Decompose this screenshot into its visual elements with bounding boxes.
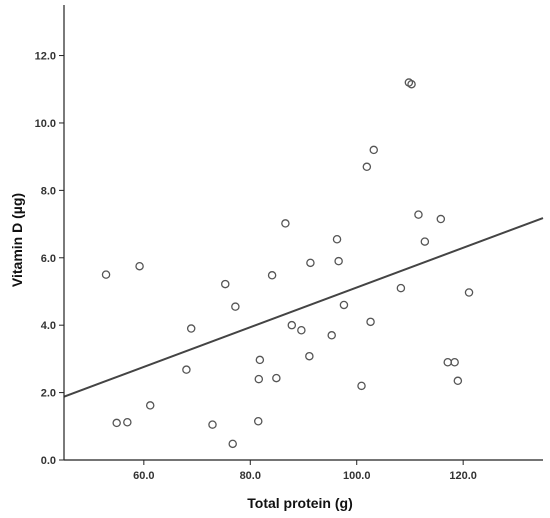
data-point xyxy=(464,288,474,297)
data-point xyxy=(332,234,342,244)
tick-labels: 0.0 2.0 4.0 6.0 8.0 10.0 12.0 60.0 80.0 100.0 120.… xyxy=(35,51,477,482)
axes xyxy=(59,5,543,465)
y-tick-label: 12.0 xyxy=(35,51,56,63)
y-tick-label: 8.0 xyxy=(41,185,56,197)
data-point xyxy=(145,401,155,410)
data-point xyxy=(231,302,240,311)
y-tick-label: 2.0 xyxy=(41,388,56,400)
data-point xyxy=(362,162,372,172)
data-point xyxy=(327,331,336,340)
x-tick-label: 100.0 xyxy=(343,470,371,482)
data-points xyxy=(101,78,474,449)
data-point xyxy=(272,373,281,383)
data-point xyxy=(255,355,265,365)
data-point xyxy=(221,279,230,289)
plot-background xyxy=(64,5,543,460)
data-point xyxy=(339,300,349,310)
x-tick-label: 60.0 xyxy=(133,470,154,482)
data-point xyxy=(186,324,196,333)
data-point xyxy=(420,237,430,246)
data-point xyxy=(208,420,217,429)
data-point xyxy=(453,376,463,386)
data-point xyxy=(436,214,446,224)
data-point xyxy=(334,256,343,266)
y-tick-label: 4.0 xyxy=(41,320,56,332)
data-point xyxy=(407,79,416,89)
data-point xyxy=(281,219,290,228)
data-point xyxy=(305,351,314,361)
y-tick-label: 6.0 xyxy=(41,253,56,265)
data-point xyxy=(287,320,297,330)
plot-area xyxy=(64,5,543,460)
data-point xyxy=(267,271,277,280)
x-tick-label: 80.0 xyxy=(240,470,261,482)
data-point xyxy=(369,145,379,155)
data-point xyxy=(123,418,132,427)
data-point xyxy=(396,283,406,293)
data-point xyxy=(357,381,366,391)
data-point xyxy=(297,325,306,335)
x-axis-title: Total protein (g) xyxy=(247,495,353,511)
data-point xyxy=(366,317,375,327)
x-tick-label: 120.0 xyxy=(449,470,477,482)
data-point xyxy=(228,439,237,449)
y-axis-title: Vitamin D (µg) xyxy=(9,193,25,287)
data-point xyxy=(306,258,315,268)
data-point xyxy=(450,358,459,367)
y-tick-label: 0.0 xyxy=(41,455,56,467)
data-point xyxy=(414,210,423,219)
data-point xyxy=(101,270,111,279)
data-point xyxy=(112,418,121,428)
fit-line-layer xyxy=(63,217,544,398)
data-point xyxy=(254,374,264,384)
y-tick-label: 10.0 xyxy=(35,118,56,130)
data-point xyxy=(135,261,144,271)
regression-line xyxy=(63,217,544,398)
data-point xyxy=(182,365,191,374)
data-point xyxy=(254,416,263,426)
